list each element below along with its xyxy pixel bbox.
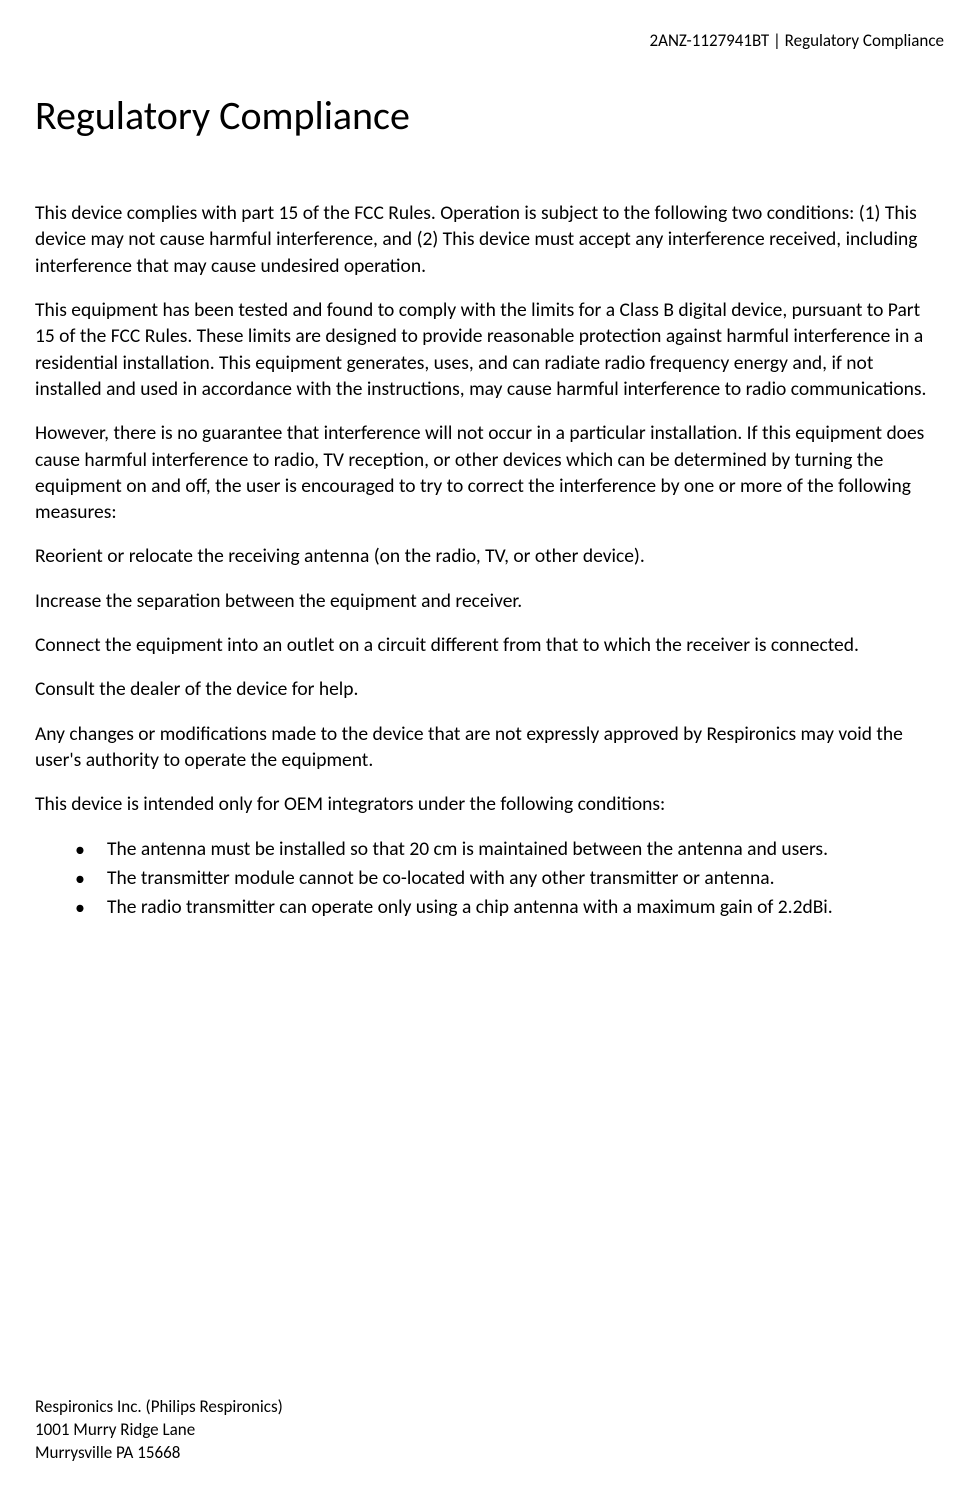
paragraph-measure-separation: Increase the separation between the equi…: [35, 588, 944, 614]
paragraph-fcc-part15: This device complies with part 15 of the…: [35, 200, 944, 279]
footer-address-1: 1001 Murry Ridge Lane: [35, 1419, 283, 1442]
page-header-right: 2ANZ-1127941BT | Regulatory Compliance: [35, 30, 944, 51]
paragraph-measure-outlet: Connect the equipment into an outlet on …: [35, 632, 944, 658]
oem-conditions-list: The antenna must be installed so that 20…: [35, 836, 944, 922]
footer-address-2: Murrysville PA 15668: [35, 1442, 283, 1465]
paragraph-oem-intro: This device is intended only for OEM int…: [35, 791, 944, 817]
page-footer: Respironics Inc. (Philips Respironics) 1…: [35, 1396, 283, 1465]
footer-company: Respironics Inc. (Philips Respironics): [35, 1396, 283, 1419]
paragraph-modifications: Any changes or modifications made to the…: [35, 721, 944, 774]
list-item: The antenna must be installed so that 20…: [75, 836, 944, 863]
paragraph-class-b: This equipment has been tested and found…: [35, 297, 944, 402]
page-title: Regulatory Compliance: [35, 91, 944, 140]
list-item: The radio transmitter can operate only u…: [75, 894, 944, 921]
list-item: The transmitter module cannot be co-loca…: [75, 865, 944, 892]
paragraph-measure-dealer: Consult the dealer of the device for hel…: [35, 676, 944, 702]
paragraph-interference-intro: However, there is no guarantee that inte…: [35, 420, 944, 525]
paragraph-measure-reorient: Reorient or relocate the receiving anten…: [35, 543, 944, 569]
